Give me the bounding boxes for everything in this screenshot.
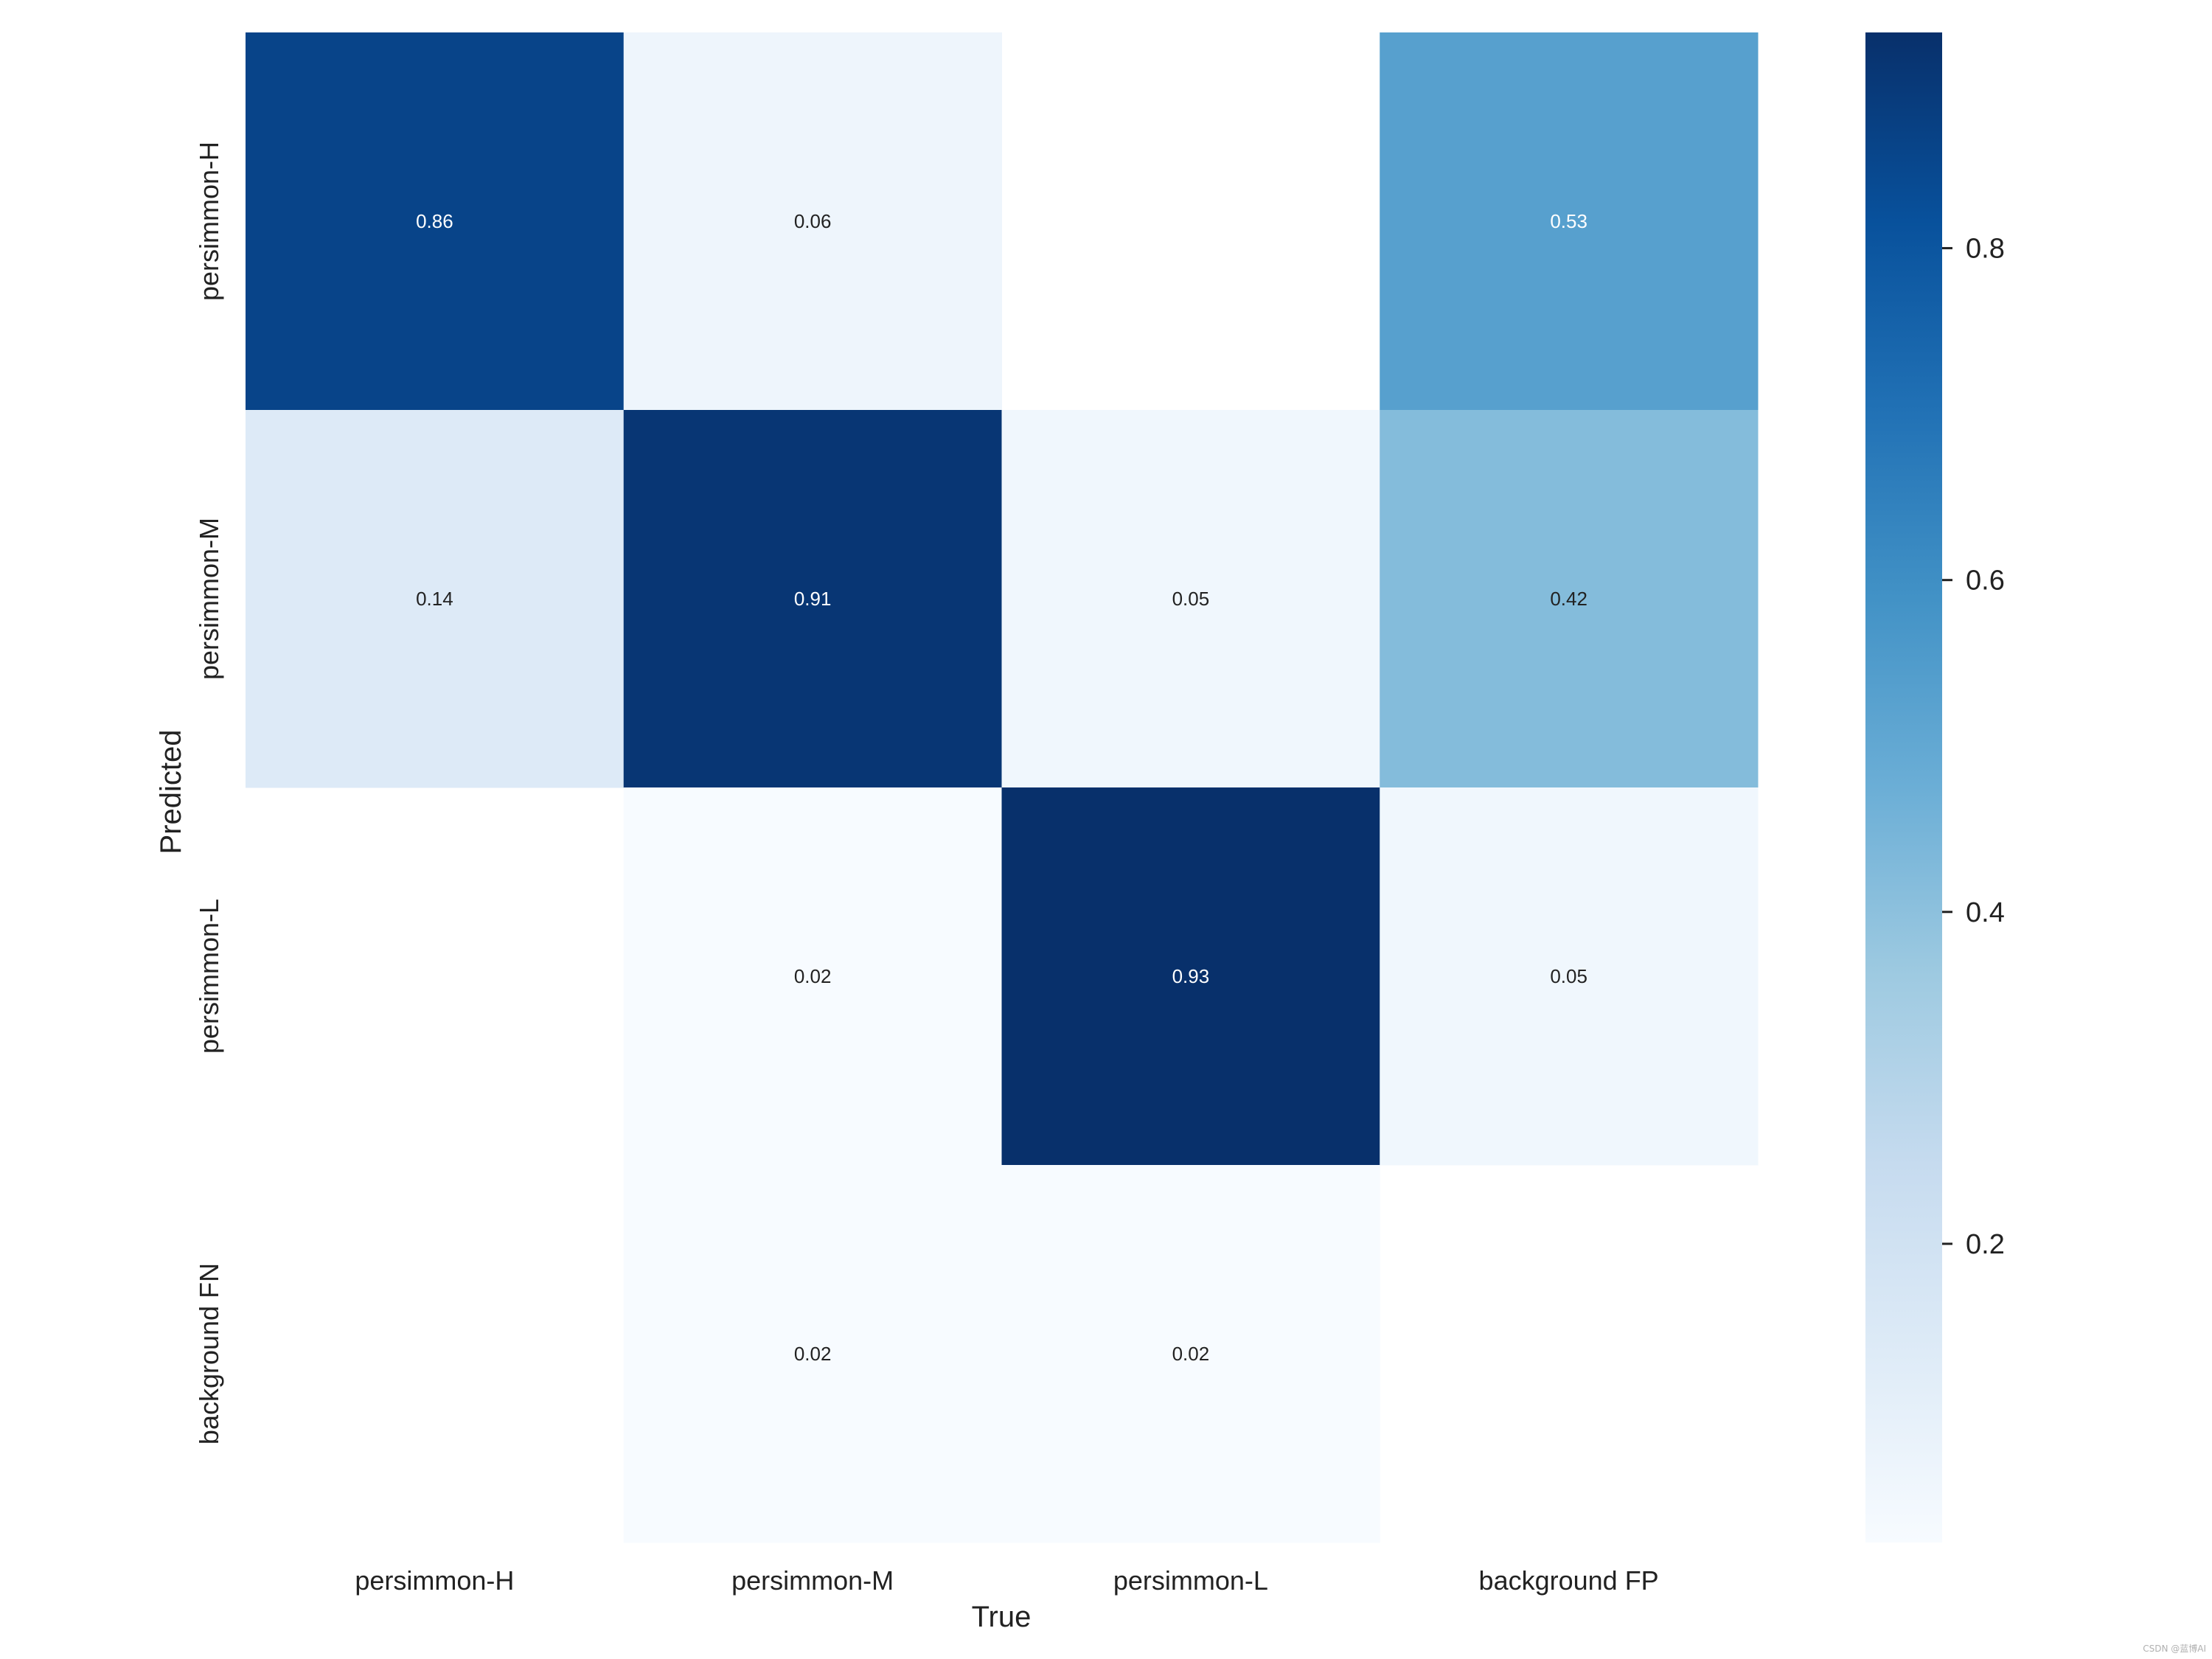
y-tick-label: background FN [194, 1263, 224, 1444]
heatmap-cell [246, 32, 625, 411]
heatmap-cell [623, 1165, 1002, 1543]
heatmap-cell [623, 410, 1002, 788]
heatmap-cell [1001, 787, 1380, 1166]
heatmap-cell-labels: 0.86 0.06 0.53 0.14 0.91 0.05 0.42 0.02 0.93 0.05… [416, 210, 1587, 1365]
cell-value-label: 0.05 [1550, 965, 1587, 987]
heatmap-cell [623, 32, 1002, 411]
heatmap-cell [1001, 410, 1380, 788]
y-tick-label: persimmon-M [194, 518, 224, 680]
cell-value-label: 0.91 [794, 588, 832, 610]
y-tick-label: persimmon-H [194, 142, 224, 301]
y-tick-label: persimmon-L [194, 899, 224, 1054]
colorbar-tick-label: 0.2 [1966, 1229, 2005, 1260]
heatmap-cell [1380, 787, 1759, 1166]
x-axis-label: True [972, 1601, 1032, 1633]
x-tick-label: background FP [1479, 1565, 1659, 1596]
colorbar-tick-label: 0.6 [1966, 566, 2005, 597]
cell-value-label: 0.02 [794, 1343, 832, 1365]
y-axis-label: Predicted [155, 730, 187, 855]
y-tick-labels: persimmon-H persimmon-M persimmon-L backgro… [194, 142, 224, 1444]
cell-value-label: 0.06 [794, 210, 832, 232]
heatmap-cell [246, 410, 625, 788]
colorbar-tick-label: 0.8 [1966, 234, 2005, 265]
heatmap-cell [1001, 1165, 1380, 1543]
x-tick-labels: persimmon-H persimmon-M persimmon-L backgro… [355, 1565, 1658, 1596]
cell-value-label: 0.14 [416, 588, 453, 610]
cell-value-label: 0.05 [1172, 588, 1210, 610]
colorbar [1865, 32, 1942, 1543]
watermark: CSDN @蓝博AI [2143, 1644, 2206, 1654]
x-tick-label: persimmon-L [1113, 1565, 1268, 1596]
colorbar-tick-label: 0.4 [1966, 897, 2005, 928]
heatmap-cell [1380, 32, 1759, 411]
cell-value-label: 0.02 [794, 965, 832, 987]
cell-value-label: 0.86 [416, 210, 453, 232]
cell-value-label: 0.93 [1172, 965, 1210, 987]
cell-value-label: 0.42 [1550, 588, 1587, 610]
heatmap-cell [1380, 410, 1759, 788]
heatmap-cells [246, 32, 1759, 1543]
cell-value-label: 0.53 [1550, 210, 1587, 232]
colorbar-ticks: 0.2 0.4 0.6 0.8 [1942, 234, 2005, 1260]
x-tick-label: persimmon-M [731, 1565, 894, 1596]
x-tick-label: persimmon-H [355, 1565, 514, 1596]
heatmap-cell [623, 787, 1002, 1166]
cell-value-label: 0.02 [1172, 1343, 1210, 1365]
